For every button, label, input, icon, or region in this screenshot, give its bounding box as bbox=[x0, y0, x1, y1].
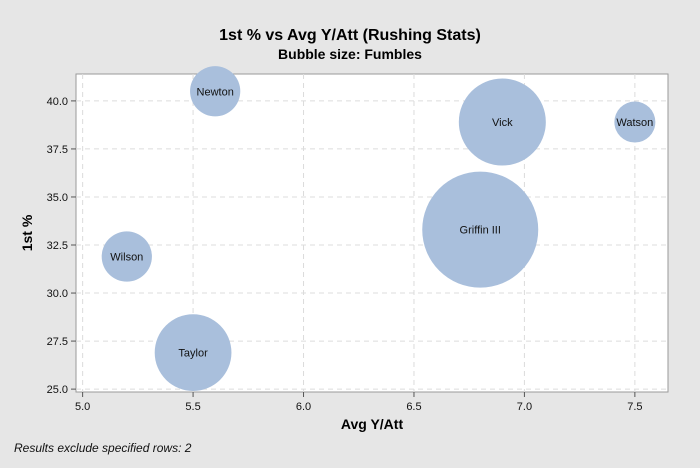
axes: 5.0 5.5 6.0 6.5 7.0 7.5 25.0 27.5 30.0 32.5 35.0 37… bbox=[47, 96, 643, 413]
bubble bbox=[101, 231, 152, 282]
x-axis-label: Avg Y/Att bbox=[341, 416, 404, 432]
x-tick-label: 6.5 bbox=[406, 401, 421, 413]
bubbles: Newton Vick Watson Griffin III Wilson Taylor bbox=[101, 66, 656, 391]
bubble-label: Watson bbox=[616, 117, 653, 129]
bubble bbox=[458, 78, 546, 166]
bubble-label: Wilson bbox=[110, 252, 143, 264]
y-axis-label: 1st % bbox=[19, 214, 35, 251]
bubble-label: Vick bbox=[492, 117, 513, 129]
bubble bbox=[190, 66, 241, 117]
x-tick-label: 5.5 bbox=[185, 401, 200, 413]
bubble-label: Griffin III bbox=[460, 225, 501, 237]
x-tick-label: 5.0 bbox=[75, 401, 90, 413]
y-tick-label: 35.0 bbox=[47, 192, 68, 204]
x-tick-label: 6.0 bbox=[296, 401, 311, 413]
y-tick-label: 27.5 bbox=[47, 336, 68, 348]
y-tick-label: 32.5 bbox=[47, 240, 68, 252]
y-tick-label: 37.5 bbox=[47, 144, 68, 156]
footnote: Results exclude specified rows: 2 bbox=[14, 441, 192, 455]
y-tick-label: 40.0 bbox=[47, 96, 68, 108]
chart-title: 1st % vs Avg Y/Att (Rushing Stats) bbox=[219, 27, 481, 44]
x-tick-label: 7.0 bbox=[517, 401, 532, 413]
chart-subtitle: Bubble size: Fumbles bbox=[278, 46, 422, 62]
x-tick-label: 7.5 bbox=[627, 401, 642, 413]
bubble bbox=[422, 171, 539, 288]
y-tick-label: 30.0 bbox=[47, 288, 68, 300]
bubble-label: Newton bbox=[197, 86, 234, 98]
y-tick-label: 25.0 bbox=[47, 384, 68, 396]
bubble bbox=[614, 101, 656, 143]
bubble bbox=[154, 314, 232, 391]
bubble-label: Taylor bbox=[178, 348, 208, 360]
